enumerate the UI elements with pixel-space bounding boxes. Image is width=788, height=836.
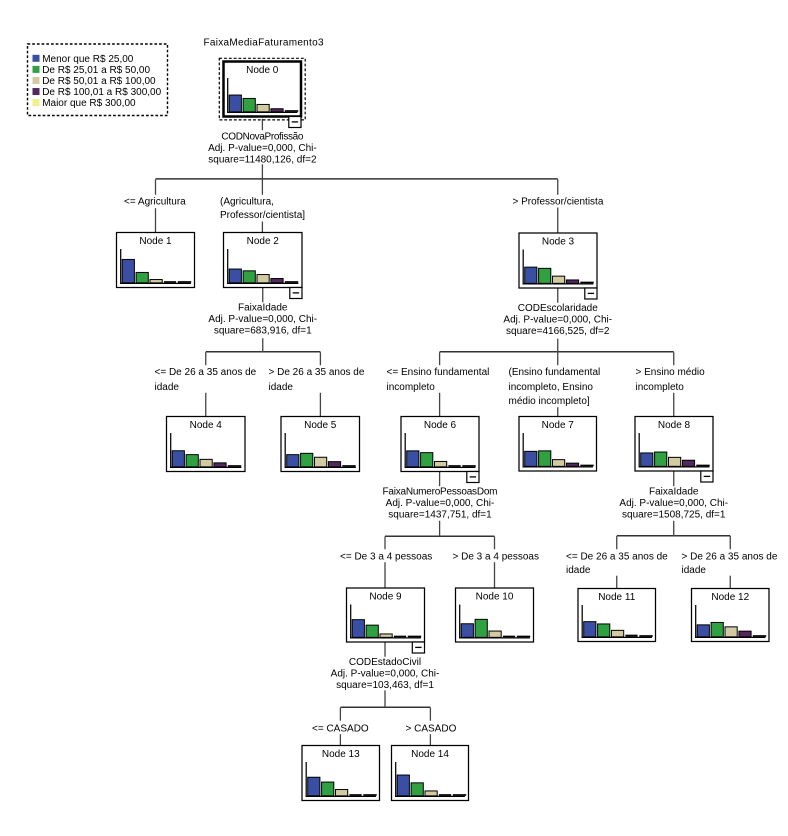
- svg-text:Node 8: Node 8: [658, 420, 691, 431]
- svg-text:Node 11: Node 11: [598, 592, 636, 603]
- svg-text:<= Agricultura: <= Agricultura: [124, 196, 186, 207]
- svg-text:Adj. P-value=0,000, Chi-: Adj. P-value=0,000, Chi-: [619, 498, 728, 509]
- svg-text:idade: idade: [682, 565, 707, 576]
- svg-text:square=1508,725, df=1: square=1508,725, df=1: [622, 510, 726, 521]
- svg-text:square=4166,525, df=2: square=4166,525, df=2: [506, 326, 610, 337]
- svg-text:Node 13: Node 13: [322, 749, 360, 760]
- svg-text:> Professor/cientista: > Professor/cientista: [513, 196, 604, 207]
- svg-text:Node 12: Node 12: [711, 592, 749, 603]
- svg-text:FaixaMediaFaturamento3: FaixaMediaFaturamento3: [204, 37, 324, 48]
- svg-text:incompleto: incompleto: [636, 382, 685, 393]
- svg-text:<= De 3 a 4 pessoas: <= De 3 a 4 pessoas: [340, 551, 432, 562]
- svg-text:> De 3 a 4 pessoas: > De 3 a 4 pessoas: [453, 551, 539, 562]
- svg-text:Node 14: Node 14: [411, 749, 449, 760]
- svg-text:Node 5: Node 5: [304, 420, 337, 431]
- svg-text:Adj. P-value=0,000, Chi-: Adj. P-value=0,000, Chi-: [208, 143, 317, 154]
- svg-text:<= De 26 a 35 anos de: <= De 26 a 35 anos de: [155, 367, 257, 378]
- svg-text:Adj. P-value=0,000, Chi-: Adj. P-value=0,000, Chi-: [386, 498, 495, 509]
- svg-text:Node 2: Node 2: [247, 236, 280, 247]
- svg-text:FaixaNumeroPessoasDom: FaixaNumeroPessoasDom: [383, 487, 498, 498]
- svg-text:Professor/cientista]: Professor/cientista]: [220, 210, 305, 221]
- svg-text:De R$ 25,01 a R$ 50,00: De R$ 25,01 a R$ 50,00: [42, 65, 150, 76]
- svg-text:> CASADO: > CASADO: [406, 723, 457, 734]
- svg-text:<= CASADO: <= CASADO: [312, 723, 369, 734]
- svg-text:(Ensino fundamental: (Ensino fundamental: [509, 367, 601, 378]
- svg-text:Adj. P-value=0,000, Chi-: Adj. P-value=0,000, Chi-: [331, 669, 440, 680]
- svg-text:incompleto, Ensino: incompleto, Ensino: [509, 382, 594, 393]
- svg-text:De R$ 100,01 a R$ 300,00: De R$ 100,01 a R$ 300,00: [42, 87, 161, 98]
- svg-text:Adj. P-value=0,000, Chi-: Adj. P-value=0,000, Chi-: [208, 314, 317, 325]
- svg-text:> De 26 a 35 anos de: > De 26 a 35 anos de: [269, 367, 365, 378]
- svg-text:CODEstadoCivil: CODEstadoCivil: [349, 657, 421, 668]
- svg-text:Node 3: Node 3: [542, 236, 575, 247]
- svg-text:Node 9: Node 9: [369, 591, 402, 602]
- svg-text:square=103,463, df=1: square=103,463, df=1: [336, 680, 434, 691]
- svg-text:<= Ensino fundamental: <= Ensino fundamental: [387, 367, 490, 378]
- svg-text:CODNovaProfissão: CODNovaProfissão: [221, 132, 303, 143]
- svg-text:Node 6: Node 6: [424, 420, 457, 431]
- svg-text:De R$ 50,01 a R$ 100,00: De R$ 50,01 a R$ 100,00: [42, 76, 156, 87]
- svg-text:square=683,916, df=1: square=683,916, df=1: [214, 326, 312, 337]
- svg-text:CODEscolaridade: CODEscolaridade: [518, 303, 598, 314]
- svg-text:Menor que R$ 25,00: Menor que R$ 25,00: [42, 54, 134, 65]
- svg-text:<= De 26 a 35 anos de: <= De 26 a 35 anos de: [566, 551, 668, 562]
- svg-text:Node 1: Node 1: [139, 236, 172, 247]
- svg-text:Node 4: Node 4: [190, 420, 223, 431]
- svg-text:square=11480,126, df=2: square=11480,126, df=2: [208, 155, 317, 166]
- svg-text:Maior que R$ 300,00: Maior que R$ 300,00: [42, 98, 136, 109]
- svg-text:incompleto: incompleto: [387, 382, 436, 393]
- svg-text:médio incompleto]: médio incompleto]: [509, 396, 590, 407]
- svg-text:Adj. P-value=0,000, Chi-: Adj. P-value=0,000, Chi-: [503, 315, 612, 326]
- svg-text:FaixaIdade: FaixaIdade: [649, 487, 699, 498]
- svg-text:> De 26 a 35 anos de: > De 26 a 35 anos de: [682, 551, 778, 562]
- svg-text:Node 10: Node 10: [476, 591, 514, 602]
- svg-text:> Ensino médio: > Ensino médio: [636, 367, 706, 378]
- svg-text:FaixaIdade: FaixaIdade: [238, 303, 288, 314]
- svg-text:(Agricultura,: (Agricultura,: [220, 196, 274, 207]
- svg-text:idade: idade: [155, 382, 180, 393]
- svg-text:idade: idade: [566, 565, 591, 576]
- svg-text:Node 0: Node 0: [246, 65, 279, 76]
- svg-text:idade: idade: [269, 382, 294, 393]
- svg-text:square=1437,751, df=1: square=1437,751, df=1: [388, 510, 492, 521]
- svg-text:Node 7: Node 7: [542, 420, 575, 431]
